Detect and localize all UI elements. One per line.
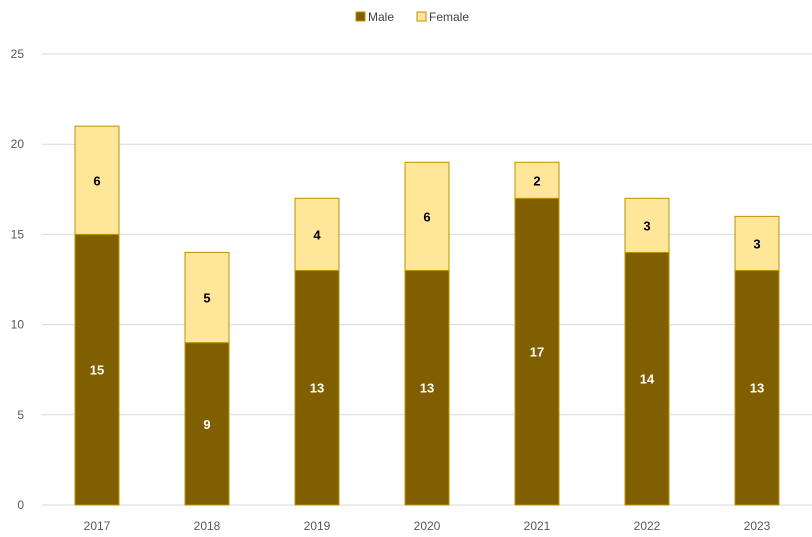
bar-male-2023 <box>734 269 780 506</box>
bar-male-2019 <box>294 269 340 506</box>
data-label-female-2020: 6 <box>423 209 430 224</box>
bar-male-2022 <box>624 251 670 506</box>
data-label-male-2021: 17 <box>530 345 544 360</box>
bar-female-2020 <box>404 161 450 271</box>
bar-male-2020 <box>404 269 450 506</box>
bar-female-2018 <box>184 251 230 344</box>
legend: Male Female <box>355 10 469 24</box>
y-tick-label: 5 <box>17 408 24 422</box>
data-label-male-2018: 9 <box>203 417 210 432</box>
bar-female-2021 <box>514 161 560 199</box>
bars <box>74 125 780 506</box>
legend-label-female: Female <box>429 10 469 24</box>
data-label-female-2023: 3 <box>753 236 760 251</box>
x-axis: 2017 2018 2019 2020 2021 2022 2023 <box>84 519 771 533</box>
x-tick-label: 2023 <box>744 519 771 533</box>
data-label-male-2017: 15 <box>90 363 104 378</box>
y-axis: 0 5 10 15 20 25 <box>11 47 25 512</box>
y-tick-label: 25 <box>11 47 25 61</box>
data-label-female-2021: 2 <box>533 173 540 188</box>
data-label-male-2019: 13 <box>310 381 324 396</box>
data-label-female-2019: 4 <box>313 227 321 242</box>
y-tick-label: 10 <box>11 318 25 332</box>
legend-swatch-female <box>416 11 427 22</box>
x-tick-label: 2018 <box>194 519 221 533</box>
bar-male-2018 <box>184 342 230 506</box>
bar-labels: 15 6 9 5 13 4 13 6 17 2 14 3 13 3 <box>90 173 764 432</box>
x-tick-label: 2020 <box>414 519 441 533</box>
data-label-male-2022: 14 <box>640 372 655 387</box>
y-tick-label: 0 <box>17 498 24 512</box>
bar-female-2023 <box>734 215 780 271</box>
y-tick-label: 20 <box>11 137 25 151</box>
x-tick-label: 2017 <box>84 519 111 533</box>
data-label-female-2022: 3 <box>643 218 650 233</box>
bar-male-2017 <box>74 233 120 506</box>
data-label-female-2017: 6 <box>93 173 100 188</box>
data-label-male-2020: 13 <box>420 381 434 396</box>
bar-female-2019 <box>294 197 340 271</box>
data-label-female-2018: 5 <box>203 291 210 306</box>
bar-male-2021 <box>514 197 560 506</box>
y-tick-label: 15 <box>11 227 25 241</box>
x-tick-label: 2019 <box>304 519 331 533</box>
bar-female-2022 <box>624 197 670 253</box>
data-label-male-2023: 13 <box>750 381 764 396</box>
legend-swatch-male <box>355 11 366 22</box>
x-tick-label: 2022 <box>634 519 661 533</box>
legend-label-male: Male <box>368 10 394 24</box>
x-tick-label: 2021 <box>524 519 551 533</box>
bar-female-2017 <box>74 125 120 235</box>
